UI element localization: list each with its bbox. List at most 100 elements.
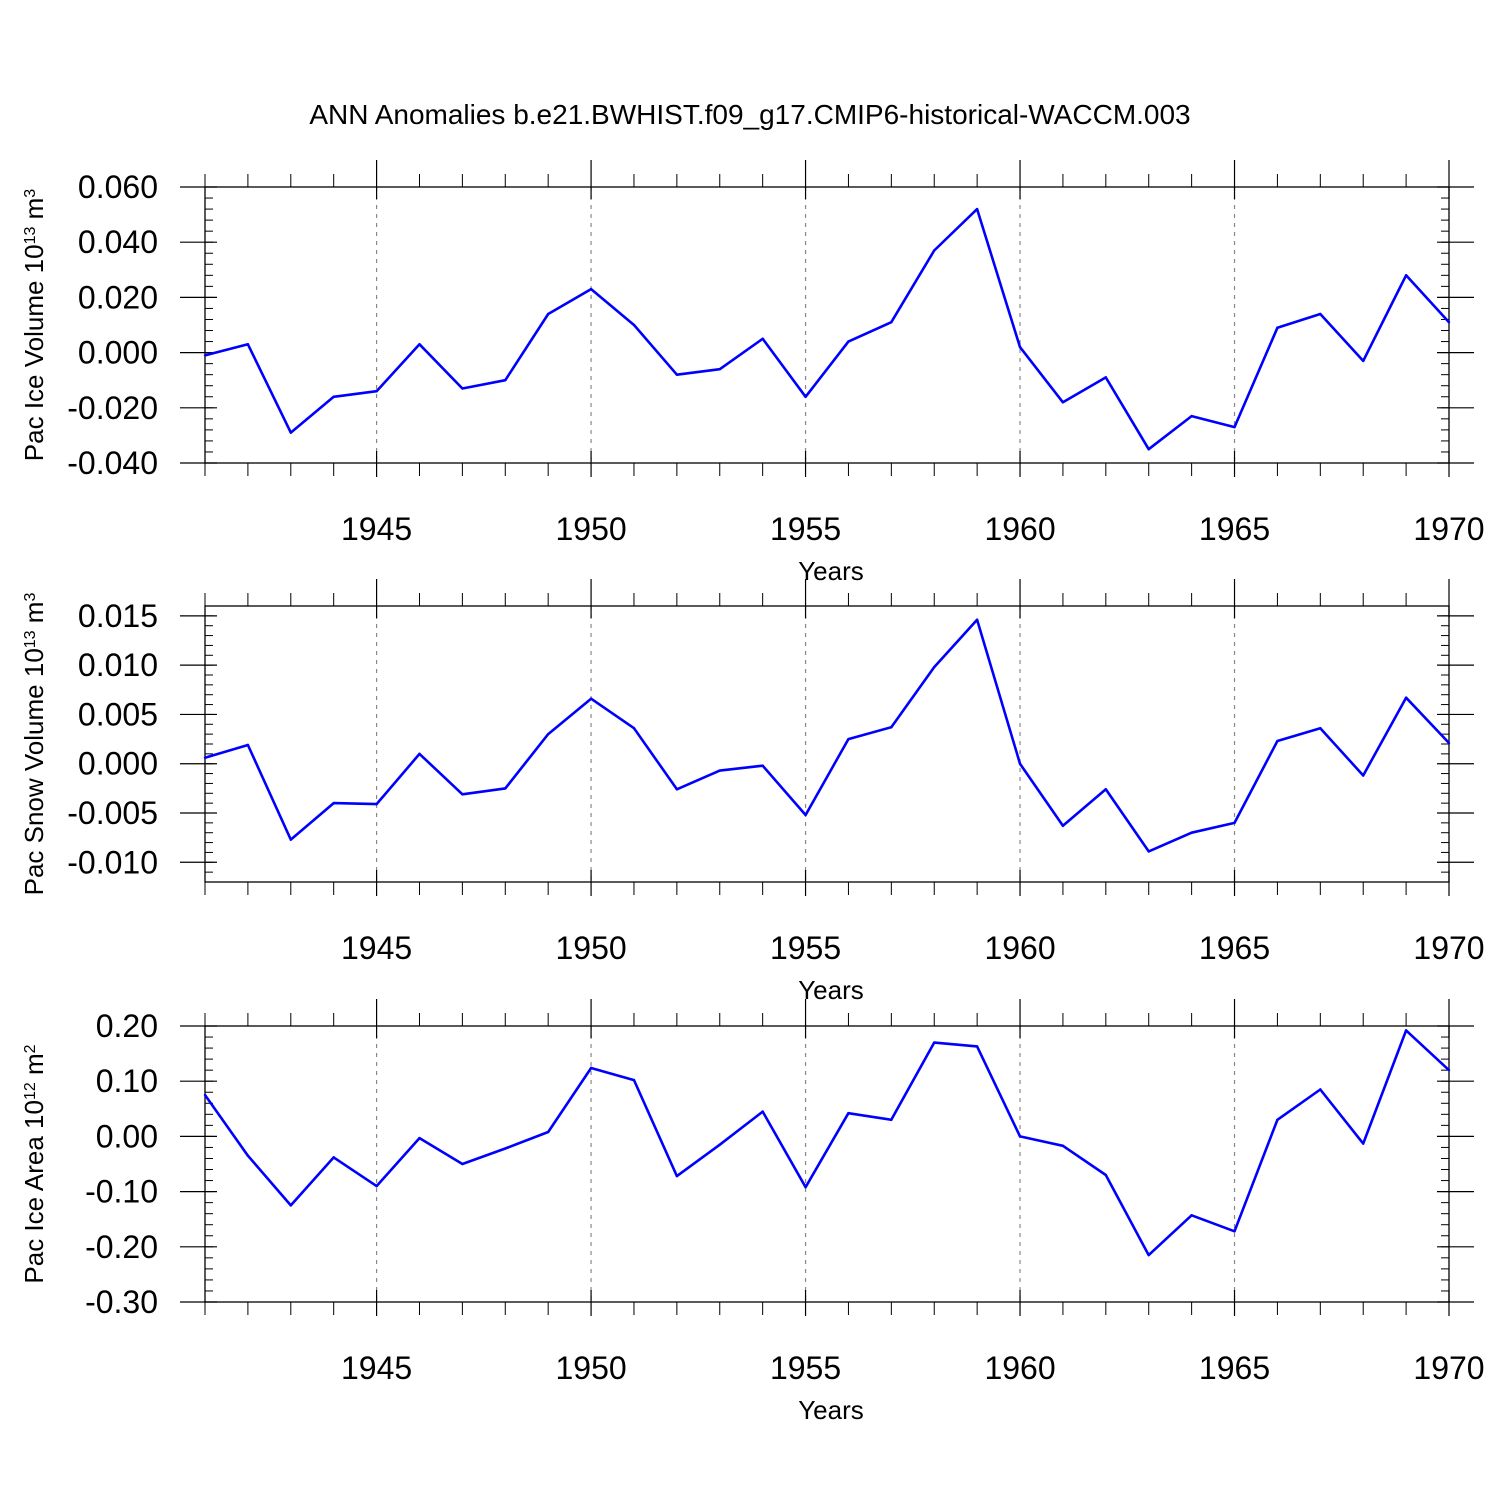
y-tick-label: 0.015 [78, 598, 158, 634]
series-point [1276, 326, 1279, 329]
y-tick-label: -0.10 [85, 1174, 158, 1210]
x-tick-label: 1945 [341, 1350, 412, 1386]
y-axis-title-space [19, 1129, 49, 1136]
y-axis-units-base: 10 [19, 1100, 49, 1129]
y-axis-title-text: Pac Ice Area [19, 1136, 49, 1284]
y-tick-label: 0.00 [96, 1118, 158, 1154]
y-axis-units-unit: m [19, 1053, 49, 1075]
chart-panel-2: 0.015 0.010 0.005 0.000 -0.005 -0.010 1945 1950… [19, 579, 1485, 1005]
series-point [375, 1184, 378, 1188]
y-axis-units-unit: m [19, 198, 49, 220]
series-point [847, 737, 850, 741]
x-tick-label: 1960 [984, 511, 1055, 547]
series-point [975, 1045, 979, 1048]
series-point [1147, 850, 1150, 853]
series-point [289, 1204, 292, 1207]
series-point [1362, 774, 1365, 777]
y-axis-units-exponent: 13 [22, 630, 39, 648]
y-axis-title-space [19, 1075, 49, 1082]
series-point [1233, 821, 1236, 825]
series-point [546, 1130, 550, 1134]
series-point [933, 1041, 936, 1044]
y-tick-label: -0.010 [67, 844, 158, 880]
series-point [1447, 741, 1451, 745]
series-point [203, 756, 207, 759]
y-axis-units-unit-exponent: 2 [22, 1044, 39, 1053]
series-point [1061, 1144, 1065, 1147]
y-tick-label: -0.005 [67, 795, 158, 831]
series-point [289, 431, 292, 434]
series-point [632, 1078, 636, 1082]
series-line [203, 1029, 1450, 1257]
series-point [375, 802, 378, 806]
figure-title: ANN Anomalies b.e21.BWHIST.f09_g17.CMIP6… [309, 99, 1190, 130]
y-tick-label: 0.010 [78, 647, 158, 683]
series-point [461, 387, 464, 390]
series-point [1447, 1068, 1451, 1072]
series-point [804, 395, 807, 398]
series-point [504, 1147, 507, 1150]
series-point [1319, 1088, 1322, 1091]
x-tick-label: 1945 [341, 930, 412, 966]
series-point [761, 1110, 764, 1113]
chart-panel-3: 0.20 0.10 0.00 -0.10 -0.20 -0.30 1945 1950 1955 1… [19, 999, 1485, 1425]
series-point [933, 665, 936, 669]
series-point [589, 287, 593, 291]
series-point [332, 801, 335, 805]
series-point [1104, 1173, 1108, 1177]
x-tick-label: 1965 [1199, 1350, 1270, 1386]
y-axis-units-unit-exponent: 3 [22, 593, 39, 602]
y-axis-title-space [19, 677, 49, 684]
series-point [1404, 1029, 1408, 1032]
x-tick-label: 1955 [770, 511, 841, 547]
series-point [933, 249, 936, 252]
series-point [890, 321, 893, 324]
series-point [1061, 824, 1065, 828]
series-point [675, 788, 679, 791]
y-axis-units-unit-exponent: 3 [22, 189, 39, 198]
y-axis-title: Pac Ice Area 1012 m2 [19, 1044, 49, 1283]
series-point [890, 726, 893, 729]
series-point [1018, 1135, 1022, 1138]
panels: 0.060 0.040 0.020 0.000 -0.020 -0.040 1945 1950… [19, 160, 1485, 1425]
series-point [246, 1154, 250, 1157]
y-tick-label: 0.000 [78, 335, 158, 371]
series-point [461, 793, 464, 796]
series-point [975, 207, 979, 211]
series-point [847, 340, 850, 343]
y-axis-units-base: 10 [19, 244, 49, 273]
series-point [589, 697, 593, 700]
y-tick-label: 0.005 [78, 696, 158, 732]
series-line [204, 207, 1450, 451]
series-point [804, 1185, 807, 1189]
y-axis-title-text: Pac Snow Volume [19, 684, 49, 895]
x-tick-label: 1960 [984, 1350, 1055, 1386]
x-tick-label: 1965 [1199, 930, 1270, 966]
series-point [1190, 414, 1193, 418]
series-point [418, 752, 421, 756]
y-axis-title: Pac Ice Volume 1013 m3 [19, 189, 49, 462]
series-point [546, 732, 550, 736]
series-point [1404, 274, 1408, 277]
y-axis-title: Pac Snow Volume 1013 m3 [19, 593, 49, 896]
x-axis-title: Years [798, 556, 864, 586]
y-axis-title-space [19, 219, 49, 226]
series-point [761, 764, 764, 767]
series-point [1104, 376, 1108, 379]
y-axis-units-base: 10 [19, 648, 49, 677]
series-point [1104, 788, 1108, 791]
y-axis-title-text: Pac Ice Volume [19, 281, 49, 462]
series-line [204, 618, 1450, 853]
x-tick-label: 1960 [984, 930, 1055, 966]
y-tick-label: 0.040 [78, 224, 158, 260]
x-tick-label: 1950 [555, 511, 626, 547]
series-point [975, 618, 979, 621]
series-point [332, 1156, 335, 1159]
series-point [1018, 762, 1022, 765]
series-point [632, 323, 636, 327]
series-point [718, 367, 721, 371]
x-tick-label: 1950 [555, 930, 626, 966]
series-point [504, 787, 507, 790]
series-point [589, 1066, 593, 1070]
